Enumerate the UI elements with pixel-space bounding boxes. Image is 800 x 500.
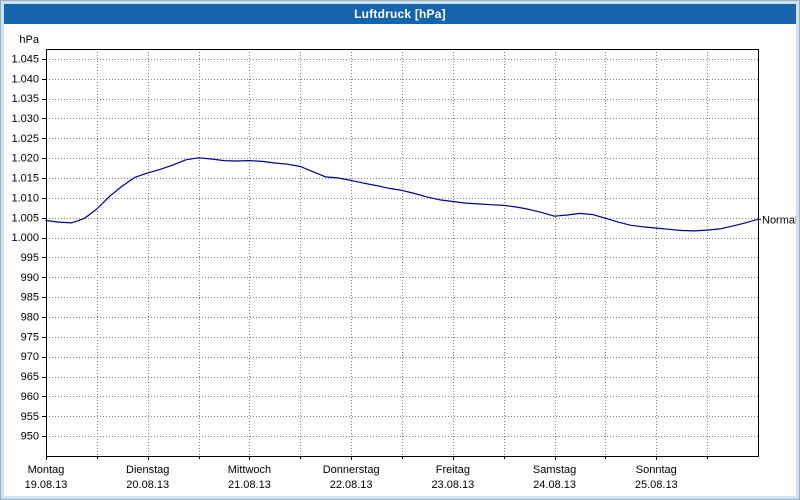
y-axis-tick-label: 1.045: [11, 53, 39, 65]
grid-lines: [46, 49, 758, 456]
y-axis-tick-label: 1.005: [11, 212, 39, 224]
y-axis-tick-label: 975: [21, 331, 39, 343]
window-title: Luftdruck [hPa]: [354, 7, 446, 21]
y-axis-tick-label: 965: [21, 371, 39, 383]
x-axis-day-date: 22.08.13: [330, 479, 373, 491]
x-axis-day-date: 25.08.13: [635, 479, 678, 491]
y-axis-tick-label: 985: [21, 292, 39, 304]
x-axis-day-name: Sonntag: [636, 464, 677, 476]
x-axis-day-date: 24.08.13: [533, 479, 576, 491]
y-axis-tick-label: 995: [21, 252, 39, 264]
x-axis-day-name: Dienstag: [126, 464, 169, 476]
y-axis-tick-label: 1.000: [11, 232, 39, 244]
x-axis-day-name: Mittwoch: [228, 464, 271, 476]
y-axis-tick-label: 1.025: [11, 133, 39, 145]
x-axis-day-date: 23.08.13: [431, 479, 474, 491]
y-axis-tick-label: 955: [21, 411, 39, 423]
title-bar: Luftdruck [hPa]: [4, 4, 796, 24]
x-axis-day-date: 21.08.13: [228, 479, 271, 491]
y-axis-tick-label: 1.035: [11, 93, 39, 105]
x-axis-day-name: Donnerstag: [323, 464, 380, 476]
x-axis: Montag 19.08.13 Dienstag 20.08.13 Mittwoch 21…: [25, 456, 708, 491]
y-axis-tick-label: 1.030: [11, 113, 39, 125]
y-axis-tick-label: 950: [21, 431, 39, 443]
end-marker-label: Normal: [762, 214, 797, 226]
y-axis-tick-label: 1.015: [11, 173, 39, 185]
x-axis-day-date: 20.08.13: [126, 479, 169, 491]
y-axis-tick-label: 990: [21, 272, 39, 284]
x-axis-day-name: Freitag: [436, 464, 470, 476]
y-axis-tick-label: 960: [21, 391, 39, 403]
y-axis-tick-label: 970: [21, 351, 39, 363]
pressure-line: [45, 157, 759, 232]
y-axis: 1.045 1.040 1.035 1.030 1.025 1.020 1.015 1.010…: [11, 34, 46, 443]
y-axis-tick-label: 1.040: [11, 73, 39, 85]
y-axis-tick-label: 1.020: [11, 153, 39, 165]
y-axis-tick-label: 980: [21, 312, 39, 324]
x-axis-day-date: 19.08.13: [25, 479, 68, 491]
y-axis-tick-label: 1.010: [11, 192, 39, 204]
x-axis-day-name: Samstag: [533, 464, 576, 476]
x-axis-day-name: Montag: [28, 464, 65, 476]
y-axis-unit-label: hPa: [19, 34, 39, 46]
